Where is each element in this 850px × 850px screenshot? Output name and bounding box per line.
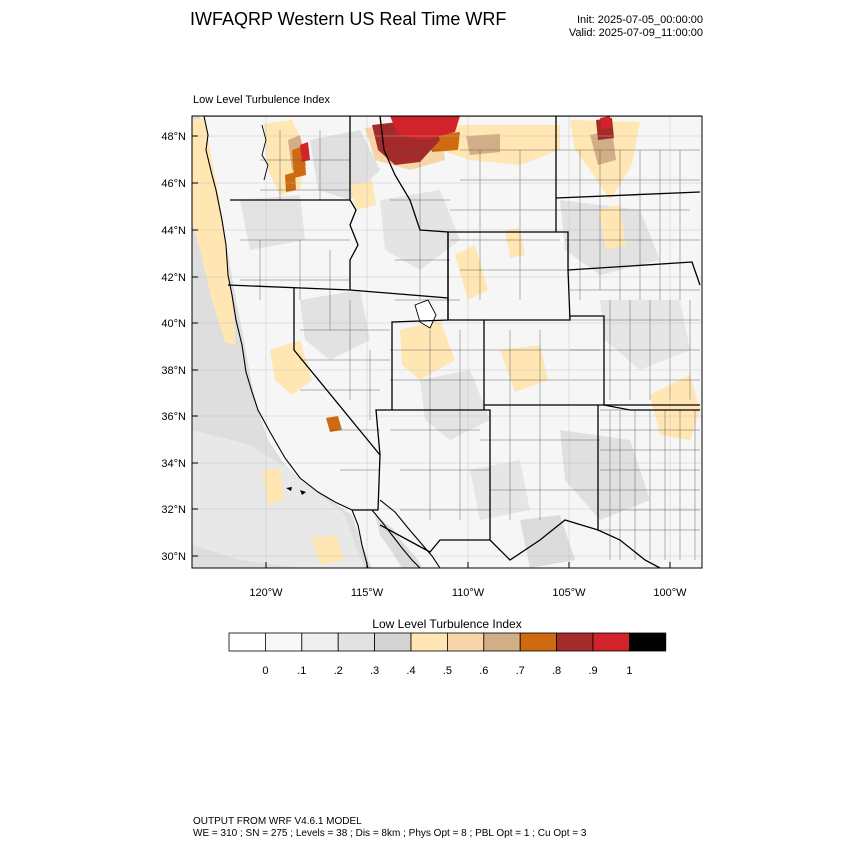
colorbar-label: 1	[626, 665, 632, 677]
index-0.5-area	[350, 180, 376, 210]
colorbar-label: .8	[552, 665, 561, 677]
lat-label: 42°N	[161, 272, 186, 284]
index-0.8-area	[285, 172, 296, 192]
colorbar-box	[519, 632, 558, 652]
index-0.5-area	[312, 535, 344, 565]
sonora-coast	[379, 499, 441, 568]
colorbar-box	[592, 632, 630, 652]
colorbar-label: .7	[516, 665, 525, 677]
terrain-patch	[420, 370, 490, 440]
map-area	[192, 116, 702, 568]
lon-label: 100°W	[653, 587, 687, 599]
terrain-patch	[600, 300, 690, 370]
colorbar-box	[483, 632, 521, 652]
colorbar-title: Low Level Turbulence Index	[372, 617, 521, 631]
lon-label: 105°W	[552, 587, 586, 599]
colorbar-label: .4	[406, 665, 415, 677]
model-config: WE = 310 ; SN = 275 ; Levels = 38 ; Dis …	[193, 828, 587, 839]
channel-island	[300, 490, 306, 495]
lat-label: 38°N	[161, 365, 186, 377]
model-footer: OUTPUT FROM WRF V4.6.1 MODEL WE = 310 ; …	[193, 816, 586, 840]
graticule	[192, 116, 702, 568]
plot-label: Low Level Turbulence Index	[193, 94, 330, 106]
terrain-patch	[240, 195, 305, 250]
longitude-labels: 120°W 115°W 110°W 105°W 100°W	[249, 587, 687, 599]
colorbar-box	[556, 632, 594, 652]
colorbar-label: .5	[443, 665, 452, 677]
lat-label: 30°N	[161, 551, 186, 563]
terrain-patch	[560, 430, 650, 520]
colorbar-label: 0	[262, 665, 268, 677]
index-1-area	[600, 116, 611, 129]
terrain-patch	[300, 290, 370, 360]
index-0.5-area	[262, 468, 284, 505]
run-times: Init: 2025-07-05_00:00:00 Valid: 2025-07…	[569, 14, 703, 40]
colorbar-box	[228, 632, 266, 652]
index-1-area	[300, 142, 310, 162]
index-0.5-area	[192, 118, 236, 345]
colorbar-box	[301, 632, 339, 652]
west-coastline	[203, 116, 369, 568]
baja-east-coast	[371, 509, 421, 568]
index-0.7-area	[466, 134, 500, 155]
index-0.5-area	[598, 205, 626, 250]
colorbar-label: .2	[334, 665, 343, 677]
index-0.5-area	[500, 345, 548, 392]
valid-time: Valid: 2025-07-09_11:00:00	[568, 27, 703, 39]
colorbar-label: .1	[297, 665, 306, 677]
lon-label: 120°W	[249, 587, 283, 599]
lon-label: 115°W	[351, 587, 384, 599]
model-version: OUTPUT FROM WRF V4.6.1 MODEL	[193, 816, 362, 827]
lat-label: 44°N	[161, 225, 186, 237]
colorbar-label: .9	[588, 665, 597, 677]
colorbar-box	[337, 632, 376, 652]
lon-label: 110°W	[452, 587, 485, 599]
state-boundaries	[204, 116, 702, 568]
colorbar-box	[410, 632, 448, 652]
index-1-area	[390, 116, 460, 140]
latitude-labels: 48°N 46°N 44°N 42°N 40°N 38°N 36°N 34°N …	[161, 131, 186, 563]
index-0.5-area	[455, 245, 488, 300]
colorbar-box	[629, 632, 667, 652]
index-0.5-area	[270, 340, 312, 395]
axis-ticks	[192, 135, 671, 568]
colorbar-box	[446, 632, 485, 652]
terrain-patch	[520, 515, 575, 568]
index-0.7-area	[590, 130, 616, 165]
channel-island	[286, 487, 292, 491]
colorbar-box	[374, 632, 412, 652]
lat-label: 36°N	[161, 411, 186, 423]
puget-sound	[261, 124, 269, 181]
colorbar-label: .6	[479, 665, 488, 677]
map-frame	[191, 115, 703, 569]
colorbar-label: .3	[370, 665, 379, 677]
county-boundaries	[240, 130, 700, 560]
lat-label: 48°N	[161, 131, 186, 143]
init-time: Init: 2025-07-05_00:00:00	[577, 14, 703, 26]
colorbar-box	[264, 632, 303, 652]
index-0.8-area	[326, 416, 342, 432]
main-title: IWFAQRP Western US Real Time WRF	[190, 9, 507, 29]
lat-label: 46°N	[161, 178, 186, 190]
lat-label: 40°N	[161, 318, 186, 330]
index-0.5-area	[650, 375, 700, 440]
lat-label: 34°N	[161, 458, 186, 470]
lat-label: 32°N	[161, 504, 186, 516]
colorbar-labels: 0 .1 .2 .3 .4 .5 .6 .7 .8 .9 1	[262, 665, 632, 677]
colorbar	[228, 632, 667, 652]
